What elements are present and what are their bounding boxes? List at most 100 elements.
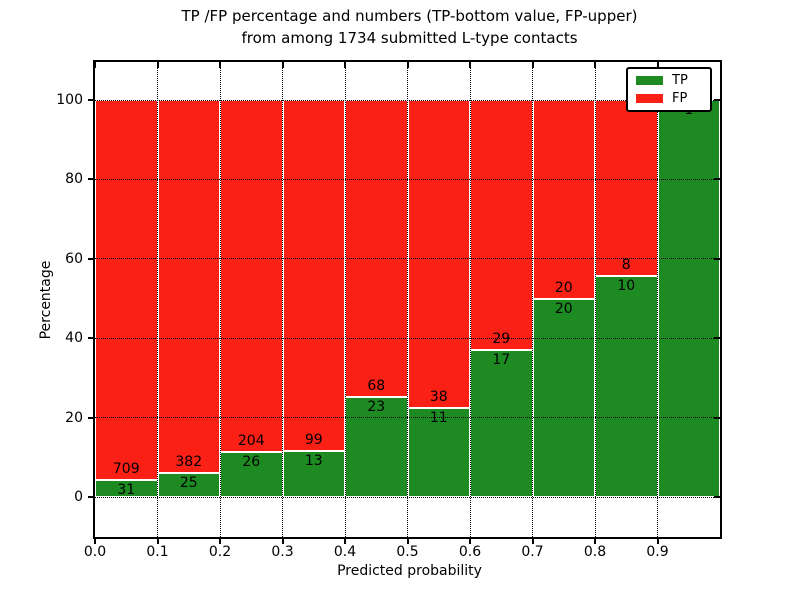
- x-tick-label: 0.9: [646, 544, 669, 560]
- vertical-gridline: [594, 62, 596, 537]
- fp-count-label: 68: [367, 377, 386, 394]
- x-tick-label: 0.3: [271, 544, 294, 560]
- y-tick-mark-right: [714, 337, 720, 340]
- horizontal-gridline: [95, 337, 720, 339]
- tp-count-label: 31: [117, 482, 136, 499]
- fp-bar-segment: [407, 100, 470, 408]
- y-tick-label: 20: [65, 409, 83, 426]
- fp-legend-swatch: [636, 93, 663, 103]
- fp-count-label: 204: [237, 433, 265, 450]
- x-tick-label: 0.5: [396, 544, 419, 560]
- x-tick-label: 0.2: [208, 544, 232, 560]
- x-tick-mark-top: [344, 62, 346, 68]
- x-tick-mark: [281, 539, 284, 544]
- x-tick-mark: [531, 539, 534, 544]
- x-tick-mark-top: [656, 62, 659, 68]
- tp-bar-segment: [220, 452, 283, 497]
- fp-count-label: 38: [429, 388, 448, 405]
- fp-bar-segment: [595, 100, 658, 277]
- horizontal-gridline: [95, 99, 720, 101]
- x-tick-mark: [156, 539, 159, 544]
- chart-title-line2: from among 1734 submitted L-type contact…: [241, 28, 578, 47]
- x-tick-mark-top: [156, 62, 159, 68]
- x-tick-mark: [656, 539, 659, 544]
- tp-count-label: 11: [429, 409, 448, 426]
- y-tick-mark-right: [714, 416, 720, 419]
- fp-count-label: 709: [112, 461, 140, 478]
- x-tick-mark-top: [281, 62, 284, 68]
- y-tick-mark: [88, 99, 93, 101]
- y-tick-mark-right: [714, 257, 720, 260]
- y-tick-mark: [88, 178, 93, 181]
- tp-bar-segment: [470, 350, 533, 497]
- x-tick-mark-top: [469, 62, 471, 68]
- tp-bar-segment: [157, 472, 220, 497]
- plot-area: TP FP 709 31 382 25 204 26 99 13 68 23 38 11 29 17 20 2…: [88, 60, 722, 544]
- chart-title: TP /FP percentage and numbers (TP-bottom…: [95, 6, 724, 50]
- x-axis-label: Predicted probability: [337, 563, 482, 579]
- tp-legend-label: TP: [672, 73, 688, 89]
- tp-count-label: 26: [242, 454, 261, 471]
- chart-title-line1: TP /FP percentage and numbers (TP-bottom…: [181, 7, 638, 25]
- fp-count-label: 99: [304, 431, 323, 448]
- vertical-gridline: [657, 62, 658, 537]
- y-tick-mark: [88, 416, 93, 419]
- legend: TP FP: [626, 67, 712, 112]
- x-tick-label: 0.6: [458, 544, 482, 560]
- y-tick-label: 60: [65, 250, 83, 267]
- y-tick-label: 40: [65, 330, 83, 347]
- fp-bar-segment: [220, 100, 283, 453]
- tp-bar-segment: [657, 100, 720, 497]
- x-tick-label: 0.8: [583, 544, 607, 560]
- x-tick-mark-top: [219, 62, 221, 68]
- tp-count-label: 25: [179, 474, 198, 491]
- x-tick-mark: [406, 539, 409, 544]
- horizontal-gridline: [95, 496, 720, 498]
- tp-count-label: 20: [554, 300, 573, 317]
- horizontal-gridline: [95, 417, 720, 419]
- vertical-gridline: [407, 62, 408, 537]
- vertical-gridline: [219, 62, 221, 537]
- legend-item-fp: FP: [636, 92, 702, 105]
- fp-bar-segment: [470, 100, 533, 351]
- tp-count-label: 13: [304, 452, 323, 469]
- tp-bar-segment: [595, 276, 658, 497]
- fp-bar-segment: [532, 100, 595, 299]
- fp-bar-segment: [345, 100, 408, 397]
- x-tick-label: 0.4: [333, 544, 357, 560]
- horizontal-gridline: [95, 178, 720, 180]
- vertical-gridline: [532, 62, 533, 537]
- vertical-gridline: [157, 62, 158, 537]
- fp-bar-segment: [95, 100, 158, 481]
- fp-count-label: 29: [492, 331, 511, 348]
- legend-item-tp: TP: [636, 74, 702, 87]
- y-tick-mark-right: [714, 178, 720, 181]
- x-tick-mark: [344, 539, 346, 544]
- fp-count-label: 20: [554, 279, 573, 296]
- tp-legend-swatch: [636, 76, 663, 86]
- x-tick-mark-top: [406, 62, 409, 68]
- tp-count-label: 23: [367, 398, 386, 415]
- x-tick-mark: [219, 539, 221, 544]
- tp-count-label: 17: [492, 352, 511, 369]
- x-tick-label: 0.1: [146, 544, 169, 560]
- y-tick-label: 100: [56, 92, 83, 108]
- fp-count-label: 8: [621, 257, 631, 274]
- vertical-gridline: [282, 62, 283, 537]
- x-tick-mark-top: [531, 62, 534, 68]
- tp-count-label: 10: [617, 278, 636, 295]
- vertical-gridline: [344, 62, 346, 537]
- y-tick-mark: [88, 257, 93, 260]
- y-axis-label: Percentage: [38, 260, 54, 340]
- fp-bar-segment: [157, 100, 220, 473]
- x-tick-mark: [469, 539, 471, 544]
- x-tick-mark-top: [94, 62, 96, 68]
- vertical-gridline: [469, 62, 471, 537]
- x-tick-mark: [94, 539, 96, 544]
- fp-count-label: 382: [175, 453, 203, 470]
- tp-bar-segment: [532, 298, 595, 497]
- x-tick-label: 0.0: [83, 544, 107, 560]
- y-tick-mark-right: [714, 496, 720, 498]
- fp-legend-label: FP: [672, 90, 688, 106]
